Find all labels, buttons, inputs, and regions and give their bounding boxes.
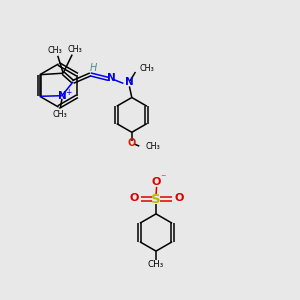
Text: CH₃: CH₃ <box>145 142 160 151</box>
Text: N: N <box>125 77 134 88</box>
Text: O: O <box>129 193 139 203</box>
Text: O: O <box>152 177 161 187</box>
Text: H: H <box>90 63 97 74</box>
Text: N: N <box>58 91 67 101</box>
Text: CH₃: CH₃ <box>148 260 164 269</box>
Text: ⁻: ⁻ <box>160 173 165 183</box>
Text: CH₃: CH₃ <box>140 64 154 73</box>
Text: N: N <box>107 73 116 83</box>
Text: CH₃: CH₃ <box>53 110 68 119</box>
Text: CH₃: CH₃ <box>68 45 82 54</box>
Text: O: O <box>128 138 136 148</box>
Text: +: + <box>65 88 72 98</box>
Text: S: S <box>151 193 161 206</box>
Text: O: O <box>174 193 184 203</box>
Text: CH₃: CH₃ <box>47 46 62 56</box>
